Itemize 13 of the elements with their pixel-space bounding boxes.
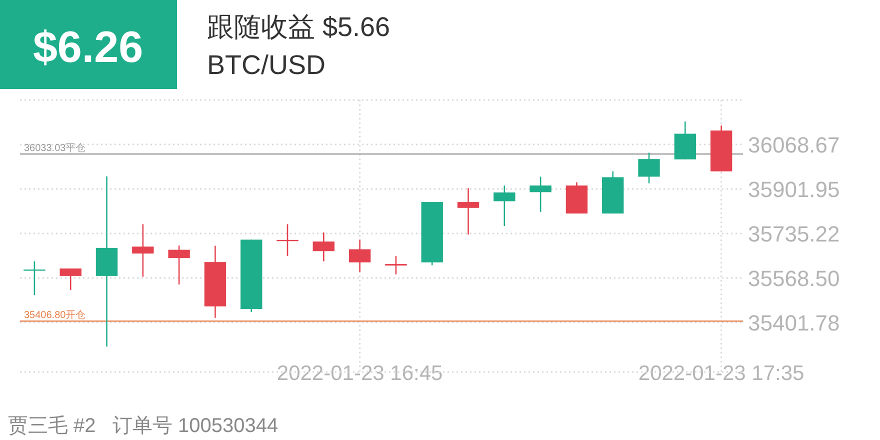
badge: $6.26 [0, 0, 177, 89]
y-tick-label: 35735.22 [748, 221, 840, 246]
x-tick-label: 2022-01-23 16:45 [276, 362, 443, 385]
text: 贾三毛 #2 订单号 100530344 [8, 415, 278, 437]
chart-subtitle: BTC/USD [207, 50, 326, 80]
x-tick-label: 2022-01-23 17:35 [638, 362, 804, 385]
ref-line-label: 35406.80开仓 [24, 309, 86, 322]
y-tick-label: 36068.67 [748, 132, 840, 158]
y-tick-label: 35901.95 [748, 176, 840, 202]
ref-line-label: 36033.03平仓 [24, 142, 86, 154]
chart-title: 跟随收益 $5.66 [207, 12, 390, 42]
y-tick-label: 35401.78 [748, 310, 840, 336]
y-tick-label: 35568.50 [748, 266, 840, 291]
